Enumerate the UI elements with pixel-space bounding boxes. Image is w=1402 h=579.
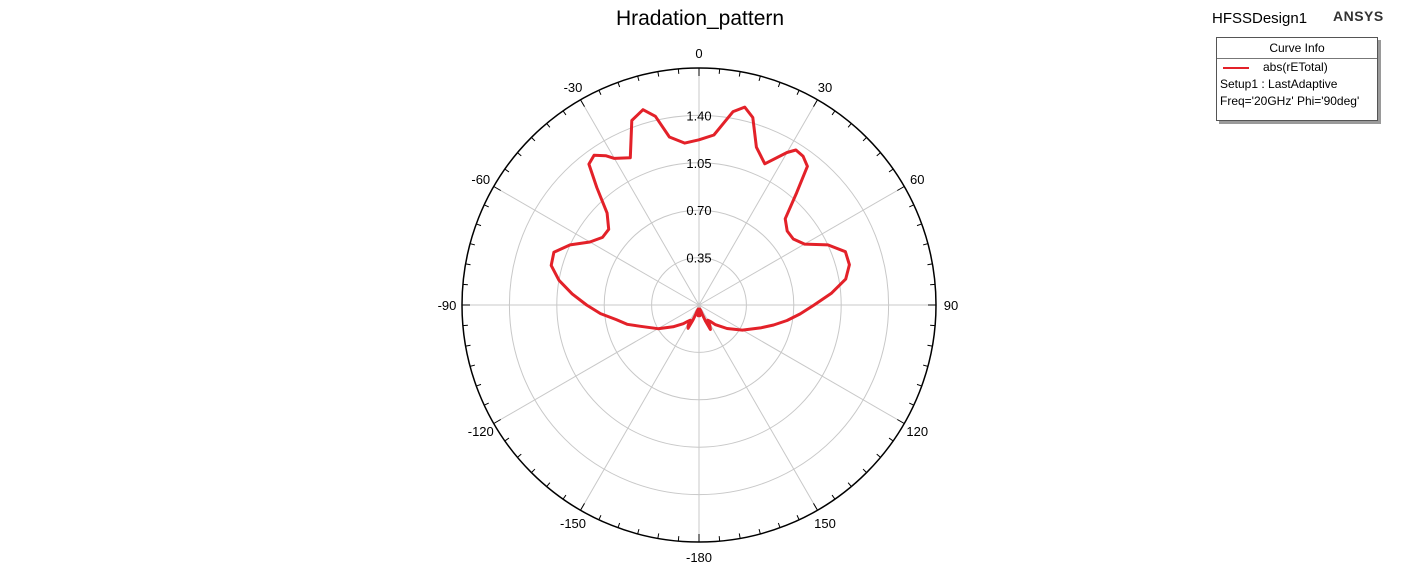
- angle-tick-mark: [637, 528, 640, 535]
- angle-tick-label: -120: [468, 424, 494, 439]
- radial-tick-label: 1.40: [686, 108, 711, 123]
- grid-spoke: [580, 99, 700, 306]
- angle-tick-mark: [862, 137, 867, 142]
- angle-tick-mark: [927, 344, 933, 347]
- angle-tick-mark: [580, 99, 585, 107]
- angle-tick-mark: [847, 482, 852, 487]
- angle-tick-mark: [922, 243, 929, 246]
- angle-tick-mark: [476, 223, 482, 227]
- polar-ticks: 0 30 60 90 120 150 -180 -150 -120 -90 -60 -30 0.35 0.…: [438, 46, 959, 565]
- grid-spoke: [698, 304, 818, 511]
- angle-tick-label: 0: [695, 46, 702, 61]
- angle-tick-mark: [562, 494, 567, 500]
- angle-tick-mark: [580, 503, 585, 511]
- angle-tick-label: 90: [944, 298, 958, 313]
- angle-tick-mark: [598, 89, 602, 95]
- grid-spoke: [493, 304, 700, 424]
- angle-tick-mark: [483, 402, 489, 406]
- angle-tick-mark: [738, 71, 741, 77]
- angle-tick-mark: [758, 528, 761, 535]
- angle-tick-mark: [504, 437, 510, 442]
- grid-spoke: [698, 99, 818, 306]
- grid-spoke: [698, 186, 905, 306]
- angle-tick-mark: [862, 468, 867, 473]
- angle-tick-mark: [465, 263, 471, 266]
- angle-tick-mark: [888, 168, 894, 173]
- angle-tick-mark: [483, 204, 489, 208]
- angle-tick-mark: [598, 515, 602, 521]
- angle-tick-mark: [927, 263, 933, 266]
- angle-tick-label: -60: [471, 172, 490, 187]
- angle-tick-mark: [813, 99, 818, 107]
- angle-tick-mark: [847, 123, 852, 128]
- angle-tick-label: 120: [906, 424, 928, 439]
- angle-tick-mark: [876, 453, 881, 458]
- angle-tick-mark: [897, 419, 905, 424]
- legend-series-label: abs(rETotal): [1263, 60, 1328, 74]
- angle-tick-mark: [831, 494, 836, 500]
- angle-tick-mark: [909, 204, 915, 208]
- angle-tick-mark: [796, 89, 800, 95]
- angle-tick-label: -150: [560, 516, 586, 531]
- angle-tick-mark: [493, 186, 501, 191]
- angle-tick-mark: [909, 402, 915, 406]
- angle-tick-mark: [657, 533, 660, 539]
- angle-tick-mark: [876, 152, 881, 157]
- angle-tick-mark: [922, 364, 929, 367]
- angle-tick-mark: [465, 344, 471, 347]
- angle-tick-mark: [546, 123, 551, 128]
- angle-tick-label: -30: [564, 80, 583, 95]
- grid-spoke: [698, 304, 905, 424]
- angle-tick-mark: [617, 82, 621, 88]
- angle-tick-label: 30: [818, 80, 832, 95]
- angle-tick-mark: [637, 75, 640, 82]
- legend-box: Curve Info abs(rETotal) Setup1 : LastAda…: [1216, 37, 1378, 121]
- chart-title: Hradation_pattern: [615, 7, 785, 30]
- brand-logo: ANSYS: [1333, 8, 1384, 24]
- angle-tick-mark: [831, 110, 836, 116]
- angle-tick-mark: [657, 71, 660, 77]
- angle-tick-mark: [493, 419, 501, 424]
- angle-tick-mark: [531, 468, 536, 473]
- legend-swatch: [1223, 66, 1249, 69]
- grid-spoke: [580, 304, 700, 511]
- series-layer: [549, 105, 851, 332]
- angle-tick-mark: [758, 75, 761, 82]
- legend-entry-freq: Freq='20GHz' Phi='90deg': [1220, 94, 1360, 108]
- angle-tick-label: -90: [438, 298, 457, 313]
- angle-tick-label: 150: [814, 516, 836, 531]
- angle-tick-mark: [796, 515, 800, 521]
- angle-tick-mark: [888, 437, 894, 442]
- angle-tick-mark: [916, 223, 922, 227]
- angle-tick-mark: [469, 364, 476, 367]
- legend-header: Curve Info: [1217, 38, 1377, 59]
- angle-tick-label: 60: [910, 172, 924, 187]
- angle-tick-label: -180: [686, 550, 712, 565]
- radial-tick-label: 0.35: [686, 251, 711, 266]
- grid-spoke: [493, 186, 700, 306]
- angle-tick-mark: [916, 383, 922, 387]
- angle-tick-mark: [562, 110, 567, 116]
- angle-tick-mark: [504, 168, 510, 173]
- angle-tick-mark: [777, 82, 781, 88]
- angle-tick-mark: [531, 137, 536, 142]
- angle-tick-mark: [617, 522, 621, 528]
- radial-tick-label: 0.70: [686, 203, 711, 218]
- angle-tick-mark: [546, 482, 551, 487]
- legend-entry-setup: Setup1 : LastAdaptive: [1220, 77, 1338, 91]
- angle-tick-mark: [738, 533, 741, 539]
- angle-tick-mark: [517, 152, 522, 157]
- angle-tick-mark: [777, 522, 781, 528]
- design-name: HFSSDesign1: [1212, 10, 1308, 27]
- series-line-abs-retotal: [549, 105, 851, 332]
- angle-tick-mark: [469, 243, 476, 246]
- angle-tick-mark: [897, 186, 905, 191]
- angle-tick-mark: [476, 383, 482, 387]
- angle-tick-mark: [517, 453, 522, 458]
- angle-tick-mark: [813, 503, 818, 511]
- legend-entry-series: abs(rETotal): [1217, 59, 1377, 76]
- radial-tick-label: 1.05: [686, 156, 711, 171]
